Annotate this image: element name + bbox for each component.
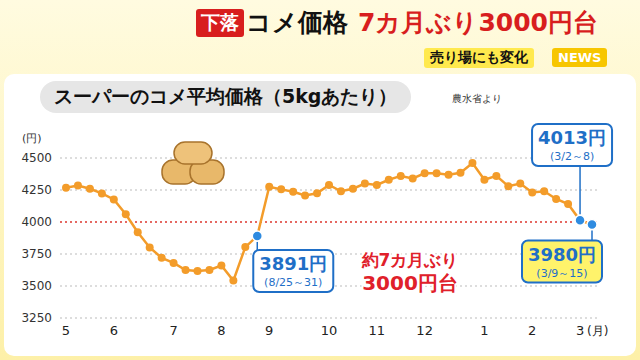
svg-text:8: 8 <box>217 323 225 338</box>
html-text:スーパーのコメ平均価格（5kgあたり）: スーパーのコメ平均価格（5kgあたり） <box>54 85 398 107</box>
svg-text:(8/25～31): (8/25～31) <box>264 276 322 289</box>
svg-text:4500: 4500 <box>21 151 52 165</box>
svg-text:(月): (月) <box>587 324 608 338</box>
svg-text:4000: 4000 <box>21 215 52 229</box>
svg-text:1: 1 <box>480 323 488 338</box>
svg-text:(3/9～15): (3/9～15) <box>536 267 587 280</box>
html-text:農水省より: 農水省より <box>452 93 502 104</box>
svg-text:10: 10 <box>321 323 338 338</box>
html-text:売り場にも変化: 売り場にも変化 <box>430 49 528 65</box>
svg-text:5: 5 <box>62 323 70 338</box>
html-text:下落 コメ価格: 下落 コメ価格 <box>201 8 348 37</box>
svg-text:9: 9 <box>265 323 273 338</box>
svg-text:(円): (円) <box>22 132 42 145</box>
svg-text:12: 12 <box>416 323 433 338</box>
svg-text:3: 3 <box>576 323 584 338</box>
svg-text:3891円: 3891円 <box>259 253 327 274</box>
svg-text:3500: 3500 <box>21 279 52 293</box>
svg-text:3980円: 3980円 <box>528 244 596 265</box>
svg-text:2: 2 <box>528 323 536 338</box>
svg-text:11: 11 <box>369 323 386 338</box>
svg-text:7: 7 <box>169 323 177 338</box>
svg-text:6: 6 <box>110 323 118 338</box>
svg-text:3750: 3750 <box>21 247 52 261</box>
svg-text:3000円台: 3000円台 <box>362 271 458 295</box>
svg-text:約7カ月ぶり: 約7カ月ぶり <box>361 250 459 270</box>
html-text:7カ月ぶり3000円台: 7カ月ぶり3000円台 <box>358 8 598 37</box>
svg-text:3250: 3250 <box>21 311 52 325</box>
svg-text:4250: 4250 <box>21 183 52 197</box>
svg-text:4013円: 4013円 <box>538 127 606 148</box>
html-text:NEWS: NEWS <box>558 50 602 65</box>
svg-text:(3/2～8): (3/2～8) <box>550 150 594 163</box>
